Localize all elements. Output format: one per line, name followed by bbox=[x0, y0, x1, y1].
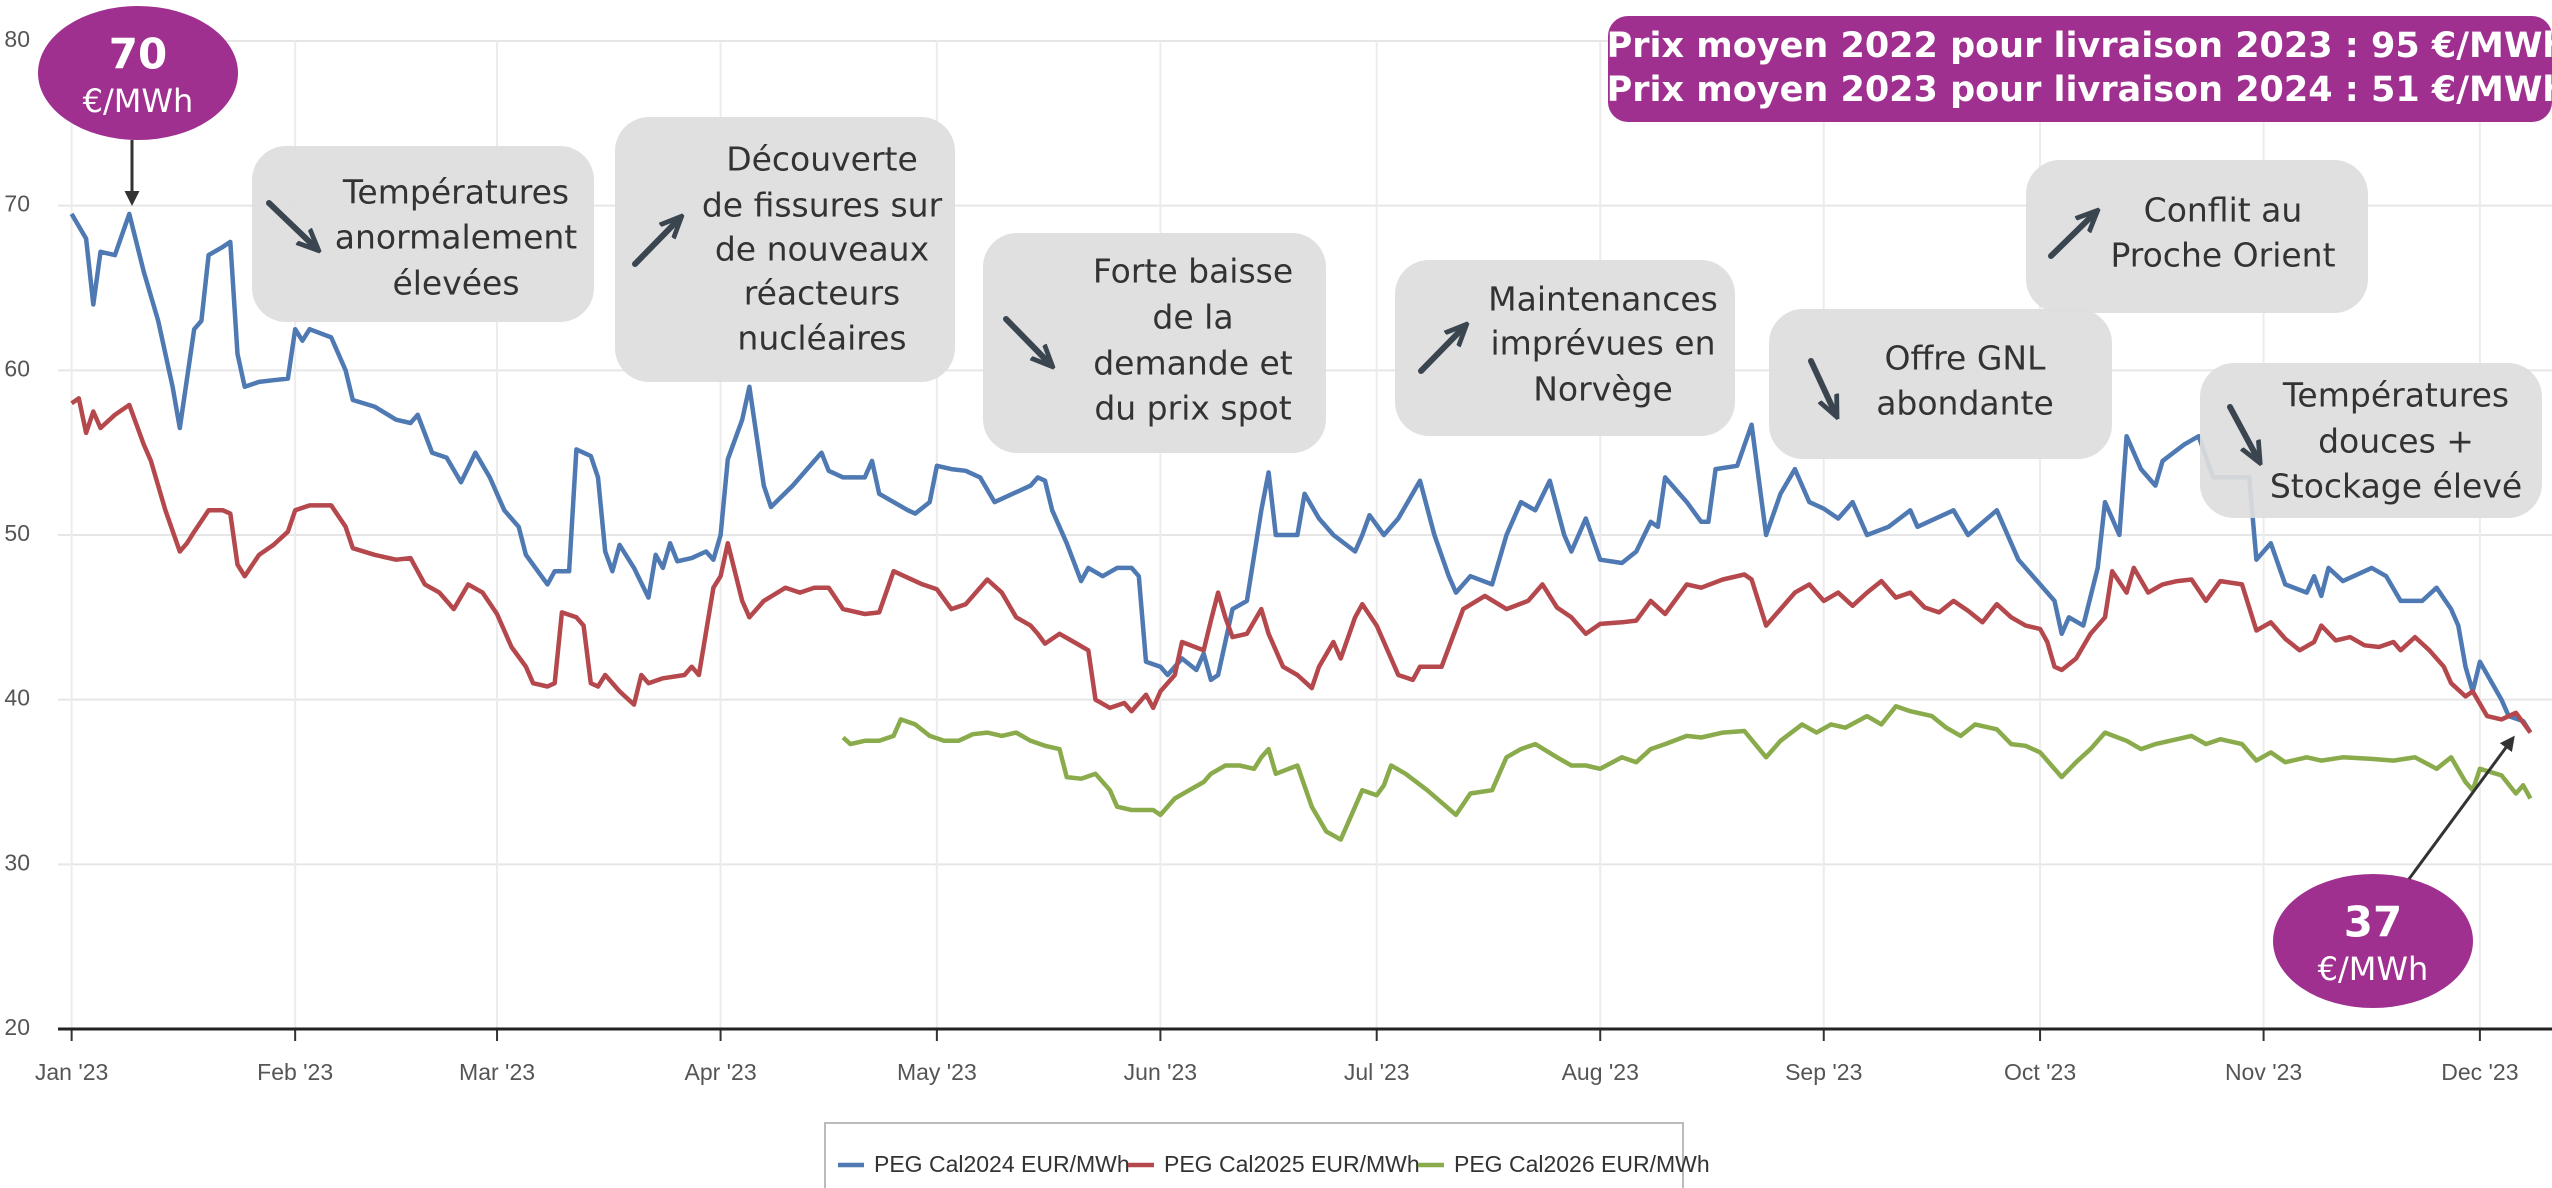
annotation-box bbox=[615, 117, 955, 382]
annotation-line: Norvège bbox=[1533, 370, 1673, 409]
summary-line: Prix moyen 2023 pour livraison 2024 : 51… bbox=[1607, 70, 2552, 110]
annotation-line: Forte baisse bbox=[1093, 252, 1293, 291]
annotation-line: imprévues en bbox=[1490, 324, 1715, 363]
series-line bbox=[69, 211, 2533, 734]
callout-bubble bbox=[38, 6, 238, 140]
callout-unit: €/MWh bbox=[2318, 950, 2429, 988]
annotation-box bbox=[2026, 160, 2368, 313]
y-tick-label: 60 bbox=[4, 355, 30, 381]
series-line bbox=[70, 396, 2533, 734]
y-tick-label: 20 bbox=[4, 1014, 30, 1040]
grid: 20 30 40 50 60 70 80 Jan '23 Feb '23 Mar '23 Apr '… bbox=[4, 26, 2552, 1085]
annotation: Conflit au Proche Orient bbox=[2026, 160, 2368, 313]
annotation-line: Maintenances bbox=[1488, 280, 1718, 319]
annotation: Maintenances imprévues en Norvège bbox=[1395, 260, 1735, 436]
y-tick-label: 50 bbox=[4, 520, 30, 546]
summary-line: Prix moyen 2022 pour livraison 2023 : 95… bbox=[1607, 26, 2552, 66]
x-tick-label: Dec '23 bbox=[2441, 1059, 2518, 1085]
x-tick-label: Mar '23 bbox=[459, 1059, 535, 1085]
annotation-line: Offre GNL bbox=[1885, 339, 2047, 378]
legend-label: PEG Cal2026 EUR/MWh bbox=[1454, 1151, 1710, 1177]
annotation: Températures anormalement élevées bbox=[252, 146, 594, 322]
callout-arrow bbox=[2407, 735, 2515, 880]
annotation-line: demande et bbox=[1093, 344, 1293, 383]
callout-unit: €/MWh bbox=[83, 82, 194, 120]
annotation-line: élevées bbox=[392, 264, 519, 303]
annotation-line: Proche Orient bbox=[2110, 236, 2335, 275]
legend-label: PEG Cal2024 EUR/MWh bbox=[874, 1151, 1130, 1177]
annotation-line: réacteurs bbox=[744, 274, 900, 313]
annotation-line: abondante bbox=[1876, 384, 2054, 423]
callout-value: 37 bbox=[2344, 898, 2402, 947]
annotation-box bbox=[1395, 260, 1735, 436]
annotation: Températures douces + Stockage élevé bbox=[2200, 363, 2542, 518]
annotation-line: Stockage élevé bbox=[2270, 467, 2522, 506]
x-tick-label: Nov '23 bbox=[2225, 1059, 2302, 1085]
annotation-line: de la bbox=[1152, 298, 1233, 337]
trend-arrow bbox=[632, 218, 680, 267]
x-tick-label: Oct '23 bbox=[2004, 1059, 2076, 1085]
x-tick-label: Sep '23 bbox=[1785, 1059, 1862, 1085]
legend: PEG Cal2024 EUR/MWh PEG Cal2025 EUR/MWh PE… bbox=[824, 1122, 1710, 1188]
callout-value: 70 bbox=[109, 30, 167, 79]
x-tick-label: Jan '23 bbox=[35, 1059, 108, 1085]
annotation-box bbox=[983, 233, 1326, 453]
annotation: Découverte de fissures sur de nouveaux réac… bbox=[615, 117, 955, 382]
callout-bubble bbox=[2273, 874, 2473, 1008]
annotation: Offre GNL abondante bbox=[1769, 309, 2112, 459]
trend-arrow bbox=[2048, 212, 2096, 259]
y-tick-label: 30 bbox=[4, 849, 30, 875]
annotation-line: du prix spot bbox=[1094, 389, 1291, 428]
x-tick-label: Aug '23 bbox=[1562, 1059, 1639, 1085]
series-line bbox=[841, 704, 2533, 842]
y-tick-label: 70 bbox=[4, 191, 30, 217]
trend-arrow bbox=[266, 200, 317, 249]
trend-arrow bbox=[1808, 358, 1836, 415]
y-tick-label: 80 bbox=[4, 26, 30, 52]
legend-label: PEG Cal2025 EUR/MWh bbox=[1164, 1151, 1420, 1177]
annotation-line: nucléaires bbox=[737, 319, 906, 358]
trend-arrow bbox=[1418, 326, 1465, 374]
annotation-line: Découverte bbox=[726, 140, 918, 179]
annotation-box bbox=[2200, 363, 2542, 518]
x-tick-label: Feb '23 bbox=[257, 1059, 333, 1085]
annotations: PEG Cal2024 EUR/MWh PEG Cal2025 EUR/MWh PE… bbox=[38, 6, 2552, 1188]
annotation-line: anormalement bbox=[335, 218, 578, 257]
y-tick-label: 40 bbox=[4, 685, 30, 711]
x-tick-label: Apr '23 bbox=[684, 1059, 756, 1085]
annotation-line: Conflit au bbox=[2144, 191, 2303, 230]
annotation-line: Températures bbox=[2282, 376, 2509, 415]
x-tick-label: May '23 bbox=[897, 1059, 977, 1085]
annotation-box bbox=[1769, 309, 2112, 459]
annotation-line: de nouveaux bbox=[715, 230, 929, 269]
x-tick-label: Jul '23 bbox=[1344, 1059, 1410, 1085]
legend-box bbox=[824, 1122, 1684, 1188]
annotation-line: Températures bbox=[342, 173, 569, 212]
trend-arrow bbox=[1003, 316, 1051, 365]
annotation-line: de fissures sur bbox=[702, 186, 943, 225]
plot-area bbox=[69, 211, 2533, 842]
summary-box bbox=[1608, 16, 2552, 122]
annotation-line: douces + bbox=[2318, 422, 2474, 461]
annotation-box bbox=[252, 146, 594, 322]
trend-arrow bbox=[2227, 404, 2259, 461]
annotation: Forte baisse de la demande et du prix spot bbox=[983, 233, 1326, 453]
x-tick-label: Jun '23 bbox=[1124, 1059, 1197, 1085]
